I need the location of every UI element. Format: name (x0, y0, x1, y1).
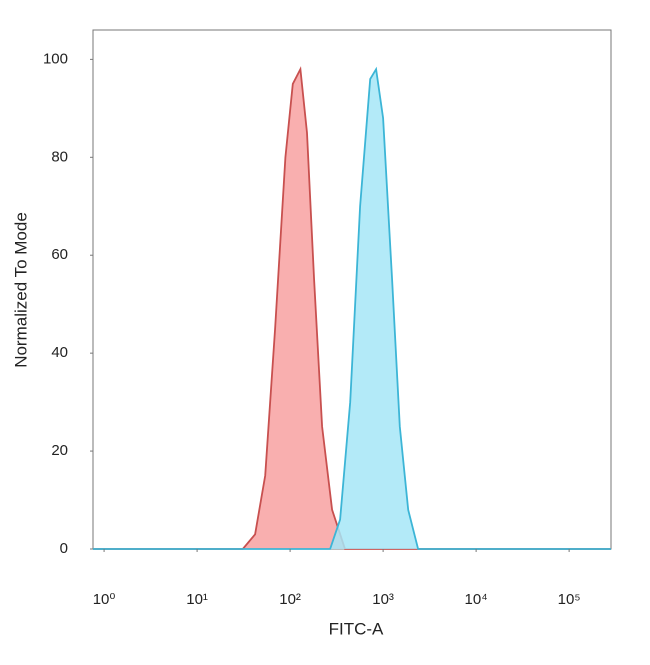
histogram-area (93, 66, 611, 550)
x-tick-label: 10³ (372, 591, 394, 608)
x-tick-label: 10¹ (186, 591, 208, 608)
y-axis-title: Normalized To Mode (11, 212, 30, 368)
y-tick-label: 0 (60, 540, 68, 557)
y-tick-label: 20 (51, 442, 68, 459)
y-tick-label: 40 (51, 344, 68, 361)
x-tick-label: 10⁰ (93, 591, 116, 608)
y-tick-label: 80 (51, 148, 68, 165)
x-tick-label: 10⁵ (558, 591, 581, 608)
histogram-area (93, 66, 611, 550)
marks (93, 66, 611, 550)
x-tick-label: 10⁴ (465, 591, 488, 608)
y-tick-label: 60 (51, 246, 68, 263)
x-axis-title: FITC-A (329, 619, 384, 638)
y-tick-label: 100 (43, 50, 68, 67)
x-tick-label: 10² (279, 591, 301, 608)
